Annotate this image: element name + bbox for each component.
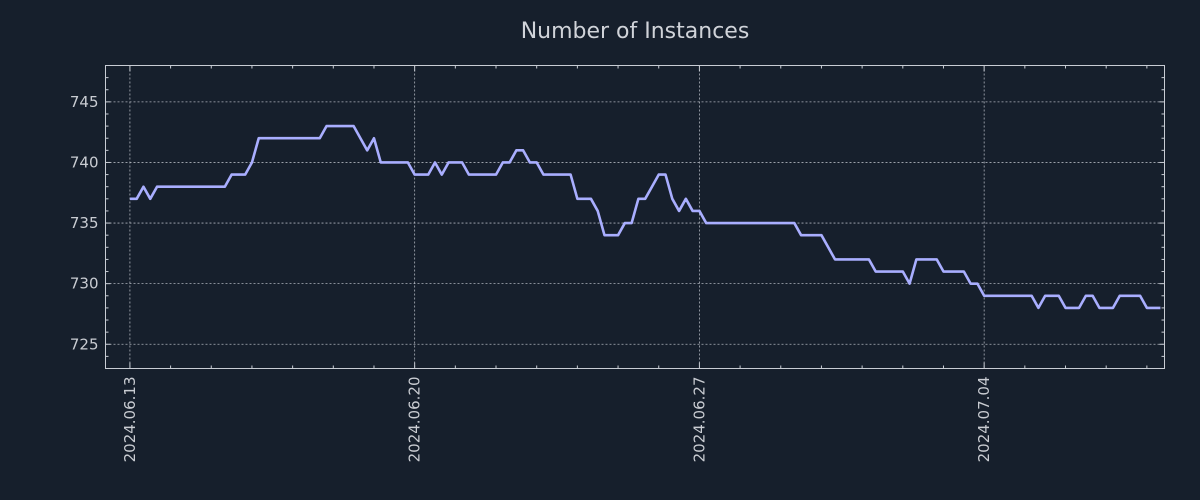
axis-ticks — [105, 65, 1165, 369]
x-tick-label: 2024.06.27 — [690, 377, 708, 463]
y-tick-label: 740 — [70, 153, 99, 171]
chart-title: Number of Instances — [521, 19, 750, 44]
y-tick-label: 745 — [70, 93, 99, 111]
x-tick-label: 2024.07.04 — [975, 377, 993, 463]
y-tick-label: 735 — [70, 214, 99, 232]
y-tick-label: 725 — [70, 335, 99, 353]
plot-frame — [105, 65, 1165, 369]
series-line — [129, 124, 1161, 310]
grid-lines — [105, 65, 1165, 369]
x-tick-label: 2024.06.13 — [121, 377, 139, 463]
x-tick-label: 2024.06.20 — [406, 377, 424, 463]
y-tick-label: 730 — [70, 275, 99, 293]
plot-area — [129, 124, 1161, 310]
axis-tick-labels: 725 730 735 740 745 2024.06.13 2024.06.20 2024.… — [70, 93, 993, 463]
